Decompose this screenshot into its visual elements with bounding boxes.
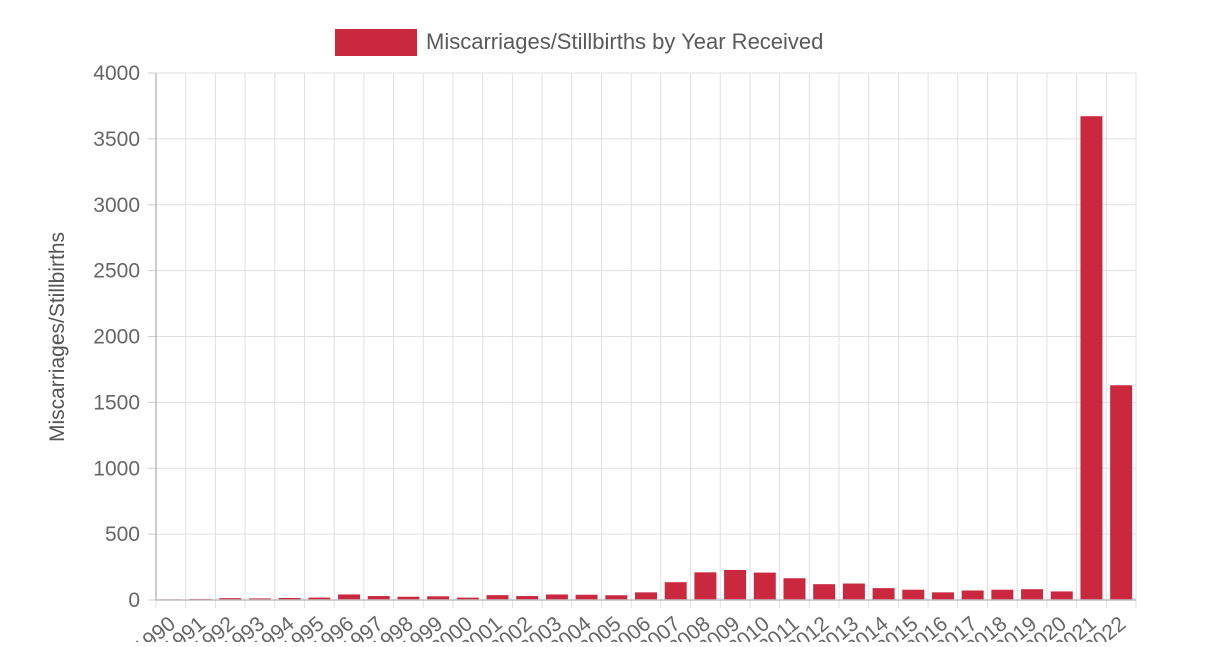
bar-2004[interactable] xyxy=(575,594,598,600)
legend-label: Miscarriages/Stillbirths by Year Receive… xyxy=(426,29,823,54)
y-tick-label: 500 xyxy=(105,523,140,546)
bar-2005[interactable] xyxy=(605,595,628,600)
bar-2014[interactable] xyxy=(872,588,895,600)
bar-2000[interactable] xyxy=(456,597,479,600)
bar-1994[interactable] xyxy=(278,598,301,600)
bar-1996[interactable] xyxy=(338,594,361,600)
y-tick-label: 2500 xyxy=(93,260,140,283)
bar-2022[interactable] xyxy=(1110,385,1133,600)
bar-2021[interactable] xyxy=(1080,116,1103,601)
bar-1998[interactable] xyxy=(397,596,420,600)
bar-2012[interactable] xyxy=(813,584,836,600)
y-tick-label: 2000 xyxy=(93,326,140,349)
x-tick-labels: 1990199119921993199419951996199719981999… xyxy=(129,612,1130,647)
y-axis-title: Miscarriages/Stillbirths xyxy=(46,232,69,442)
y-tick-label: 1500 xyxy=(93,391,140,414)
y-tick-labels: 0 500 1000 1500 2000 2500 3000 3500 4000 xyxy=(93,62,140,612)
y-tick-label: 0 xyxy=(128,589,140,612)
y-tick-label: 3000 xyxy=(93,194,140,217)
y-tick-label: 1000 xyxy=(93,457,140,480)
bar-2016[interactable] xyxy=(931,592,954,600)
legend[interactable]: Miscarriages/Stillbirths by Year Receive… xyxy=(335,29,823,56)
bar-2006[interactable] xyxy=(635,592,657,600)
bar-2019[interactable] xyxy=(1021,589,1044,600)
legend-swatch xyxy=(335,29,417,56)
bar-1999[interactable] xyxy=(427,596,450,600)
bars xyxy=(159,116,1133,601)
grid xyxy=(155,72,1137,608)
bar-2010[interactable] xyxy=(753,572,776,600)
bar-1995[interactable] xyxy=(308,597,331,600)
bar-2007[interactable] xyxy=(664,582,687,600)
bar-2001[interactable] xyxy=(486,595,509,600)
bar-2015[interactable] xyxy=(902,589,925,600)
bar-1993[interactable] xyxy=(248,598,271,600)
y-tick-label: 4000 xyxy=(93,62,140,85)
bar-2003[interactable] xyxy=(545,594,568,600)
bar-2017[interactable] xyxy=(961,590,984,600)
bar-2020[interactable] xyxy=(1050,591,1073,600)
axes xyxy=(148,72,1136,601)
bar-1997[interactable] xyxy=(367,596,390,600)
bar-2002[interactable] xyxy=(516,596,539,600)
bar-2009[interactable] xyxy=(724,569,747,600)
bar-1992[interactable] xyxy=(219,598,242,600)
bar-2013[interactable] xyxy=(842,583,865,600)
bar-2008[interactable] xyxy=(694,572,717,600)
y-tick-label: 3500 xyxy=(93,128,140,151)
bar-2018[interactable] xyxy=(991,589,1014,600)
bar-2011[interactable] xyxy=(783,578,806,600)
